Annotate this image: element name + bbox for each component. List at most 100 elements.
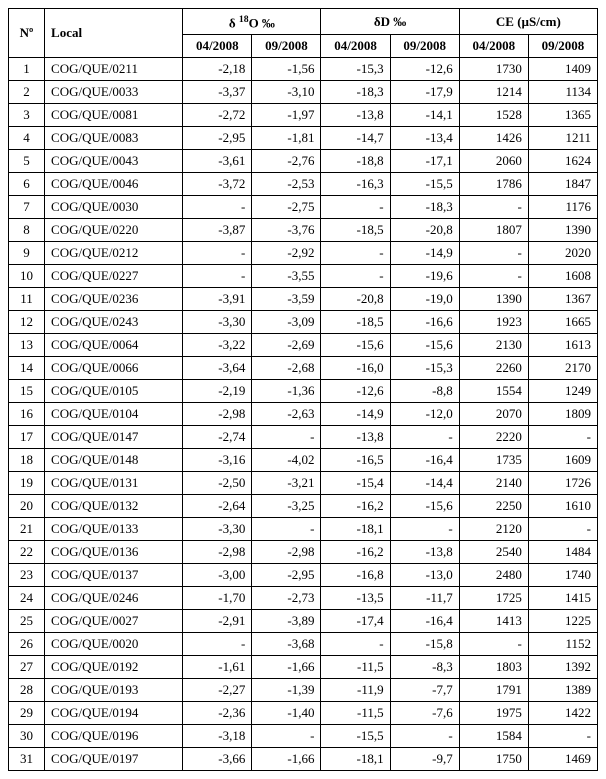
cell-o18b: -2,68	[252, 357, 321, 380]
subheader-ce-09: 09/2008	[528, 35, 597, 58]
cell-no: 25	[9, 610, 45, 633]
cell-o18b: -3,89	[252, 610, 321, 633]
cell-no: 13	[9, 334, 45, 357]
cell-local: COG/QUE/0193	[45, 679, 183, 702]
cell-o18a: -	[183, 265, 252, 288]
cell-dda: -14,9	[321, 403, 390, 426]
cell-ceb: 1409	[528, 58, 597, 81]
cell-ceb: 1176	[528, 196, 597, 219]
subheader-o18-09: 09/2008	[252, 35, 321, 58]
cell-ddb: -17,9	[390, 81, 459, 104]
table-row: 8COG/QUE/0220-3,87-3,76-18,5-20,81807139…	[9, 219, 598, 242]
cell-ddb: -13,0	[390, 564, 459, 587]
cell-o18b: -1,56	[252, 58, 321, 81]
cell-dda: -13,8	[321, 426, 390, 449]
cell-ceb: 1390	[528, 219, 597, 242]
cell-o18a: -3,72	[183, 173, 252, 196]
cell-ddb: -11,7	[390, 587, 459, 610]
cell-local: COG/QUE/0227	[45, 265, 183, 288]
cell-o18a: -3,91	[183, 288, 252, 311]
cell-o18a: -1,61	[183, 656, 252, 679]
table-row: 9COG/QUE/0212--2,92--14,9-2020	[9, 242, 598, 265]
cell-ceb: 1610	[528, 495, 597, 518]
cell-local: COG/QUE/0105	[45, 380, 183, 403]
cell-dda: -18,5	[321, 311, 390, 334]
table-row: 22COG/QUE/0136-2,98-2,98-16,2-13,8254014…	[9, 541, 598, 564]
cell-ceb: 1367	[528, 288, 597, 311]
cell-o18b: -2,98	[252, 541, 321, 564]
cell-cea: 1426	[459, 127, 528, 150]
cell-ceb: 1422	[528, 702, 597, 725]
cell-no: 10	[9, 265, 45, 288]
header-local: Local	[45, 9, 183, 58]
cell-ddb: -	[390, 725, 459, 748]
cell-cea: 1786	[459, 173, 528, 196]
cell-cea: 2070	[459, 403, 528, 426]
cell-no: 30	[9, 725, 45, 748]
cell-o18a: -3,16	[183, 449, 252, 472]
cell-dda: -	[321, 265, 390, 288]
cell-o18a: -2,95	[183, 127, 252, 150]
table-row: 2COG/QUE/0033-3,37-3,10-18,3-17,91214113…	[9, 81, 598, 104]
cell-ddb: -14,4	[390, 472, 459, 495]
header-group-dd: δD ‰	[321, 9, 459, 35]
cell-dda: -16,8	[321, 564, 390, 587]
cell-cea: 1730	[459, 58, 528, 81]
cell-local: COG/QUE/0243	[45, 311, 183, 334]
cell-o18b: -3,59	[252, 288, 321, 311]
cell-o18b: -3,10	[252, 81, 321, 104]
cell-cea: 1750	[459, 748, 528, 771]
cell-ddb: -19,0	[390, 288, 459, 311]
cell-o18a: -1,70	[183, 587, 252, 610]
cell-o18b: -2,92	[252, 242, 321, 265]
cell-o18a: -	[183, 633, 252, 656]
cell-no: 5	[9, 150, 45, 173]
cell-no: 27	[9, 656, 45, 679]
cell-ceb: 2170	[528, 357, 597, 380]
cell-ddb: -14,1	[390, 104, 459, 127]
cell-no: 29	[9, 702, 45, 725]
cell-ceb: 1484	[528, 541, 597, 564]
table-row: 31COG/QUE/0197-3,66-1,66-18,1-9,71750146…	[9, 748, 598, 771]
cell-cea: 1791	[459, 679, 528, 702]
table-row: 7COG/QUE/0030--2,75--18,3-1176	[9, 196, 598, 219]
cell-ceb: 1809	[528, 403, 597, 426]
cell-cea: 2140	[459, 472, 528, 495]
cell-ceb: 1740	[528, 564, 597, 587]
cell-o18b: -	[252, 725, 321, 748]
cell-dda: -11,5	[321, 702, 390, 725]
cell-no: 14	[9, 357, 45, 380]
cell-ceb: 1134	[528, 81, 597, 104]
cell-dda: -18,1	[321, 518, 390, 541]
cell-ceb: 1365	[528, 104, 597, 127]
cell-ceb: 1392	[528, 656, 597, 679]
cell-ddb: -14,9	[390, 242, 459, 265]
cell-ddb: -19,6	[390, 265, 459, 288]
table-row: 11COG/QUE/0236-3,91-3,59-20,8-19,0139013…	[9, 288, 598, 311]
cell-o18a: -	[183, 242, 252, 265]
cell-o18a: -3,00	[183, 564, 252, 587]
cell-ceb: 1608	[528, 265, 597, 288]
cell-o18a: -2,98	[183, 403, 252, 426]
cell-o18a: -3,37	[183, 81, 252, 104]
table-row: 30COG/QUE/0196-3,18--15,5-1584-	[9, 725, 598, 748]
cell-local: COG/QUE/0212	[45, 242, 183, 265]
cell-o18a: -	[183, 196, 252, 219]
cell-o18b: -2,95	[252, 564, 321, 587]
cell-no: 9	[9, 242, 45, 265]
cell-cea: 2540	[459, 541, 528, 564]
cell-o18a: -3,61	[183, 150, 252, 173]
cell-ceb: -	[528, 426, 597, 449]
header-group-ce: CE (µS/cm)	[459, 9, 597, 35]
cell-cea: -	[459, 242, 528, 265]
cell-ddb: -12,0	[390, 403, 459, 426]
cell-local: COG/QUE/0137	[45, 564, 183, 587]
cell-dda: -14,7	[321, 127, 390, 150]
cell-cea: 1735	[459, 449, 528, 472]
cell-cea: 1554	[459, 380, 528, 403]
table-row: 4COG/QUE/0083-2,95-1,81-14,7-13,41426121…	[9, 127, 598, 150]
table-row: 20COG/QUE/0132-2,64-3,25-16,2-15,6225016…	[9, 495, 598, 518]
cell-no: 23	[9, 564, 45, 587]
cell-ddb: -20,8	[390, 219, 459, 242]
cell-local: COG/QUE/0083	[45, 127, 183, 150]
